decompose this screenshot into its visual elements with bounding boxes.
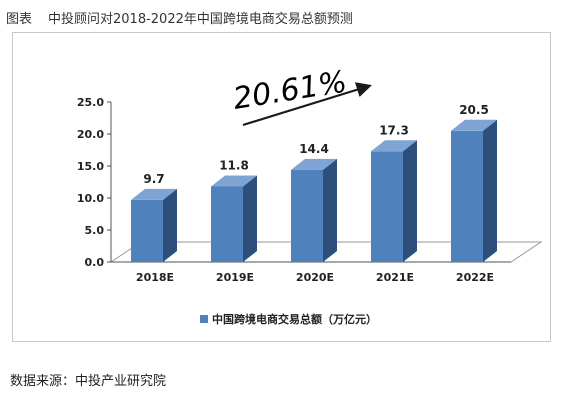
bar xyxy=(291,158,337,262)
bar xyxy=(371,140,417,262)
bar-front xyxy=(451,130,483,262)
bar-front xyxy=(211,186,243,262)
y-tick-label: 15.0 xyxy=(77,160,104,173)
bar xyxy=(211,175,257,262)
bar xyxy=(131,188,177,262)
source-note: 数据来源：中投产业研究院 xyxy=(10,374,167,389)
x-tick-label: 2022E xyxy=(456,271,494,284)
legend-label: 中国跨境电商交易总额（万亿元） xyxy=(212,312,377,326)
legend-swatch xyxy=(200,315,208,323)
bar-side xyxy=(243,175,257,262)
bar-side xyxy=(483,119,497,262)
x-tick-label: 2019E xyxy=(216,271,254,284)
bar-top xyxy=(131,188,177,200)
y-tick-label: 0.0 xyxy=(85,256,105,269)
y-tick-label: 20.0 xyxy=(77,128,104,141)
data-label: 11.8 xyxy=(219,158,249,172)
figure-label: 图表 xyxy=(6,12,33,27)
y-tick-label: 25.0 xyxy=(77,96,104,109)
growth-rate-annotation: 20.61% xyxy=(231,64,349,116)
growth-arrow xyxy=(242,82,372,127)
bar-top xyxy=(371,140,417,152)
bar-side xyxy=(403,140,417,262)
bar-top xyxy=(451,119,497,131)
y-tick-label: 5.0 xyxy=(85,224,105,237)
y-tick-label: 10.0 xyxy=(77,192,104,205)
data-label: 20.5 xyxy=(459,103,489,117)
data-label: 14.4 xyxy=(299,142,329,156)
bar-side xyxy=(323,158,337,262)
chart-frame: 0.0 5.0 10.0 15.0 20.0 25.0 9.7 2018E 11.8 2019E… xyxy=(12,32,551,342)
bar-top xyxy=(211,175,257,187)
bar-front xyxy=(131,199,163,262)
x-tick-label: 2021E xyxy=(376,271,414,284)
bar-front xyxy=(371,151,403,262)
x-tick-label: 2018E xyxy=(136,271,174,284)
bar-side xyxy=(163,188,177,262)
bar-chart: 0.0 5.0 10.0 15.0 20.0 25.0 9.7 2018E 11.8 2019E… xyxy=(77,64,543,326)
bar-top xyxy=(291,158,337,170)
page-title: 图表 中投顾问对2018-2022年中国跨境电商交易总额预测 xyxy=(6,8,353,27)
bar-front xyxy=(291,169,323,262)
bar xyxy=(451,119,497,262)
data-label: 17.3 xyxy=(379,123,409,137)
x-tick-label: 2020E xyxy=(296,271,334,284)
figure-title: 中投顾问对2018-2022年中国跨境电商交易总额预测 xyxy=(48,12,353,27)
data-label: 9.7 xyxy=(143,172,164,186)
